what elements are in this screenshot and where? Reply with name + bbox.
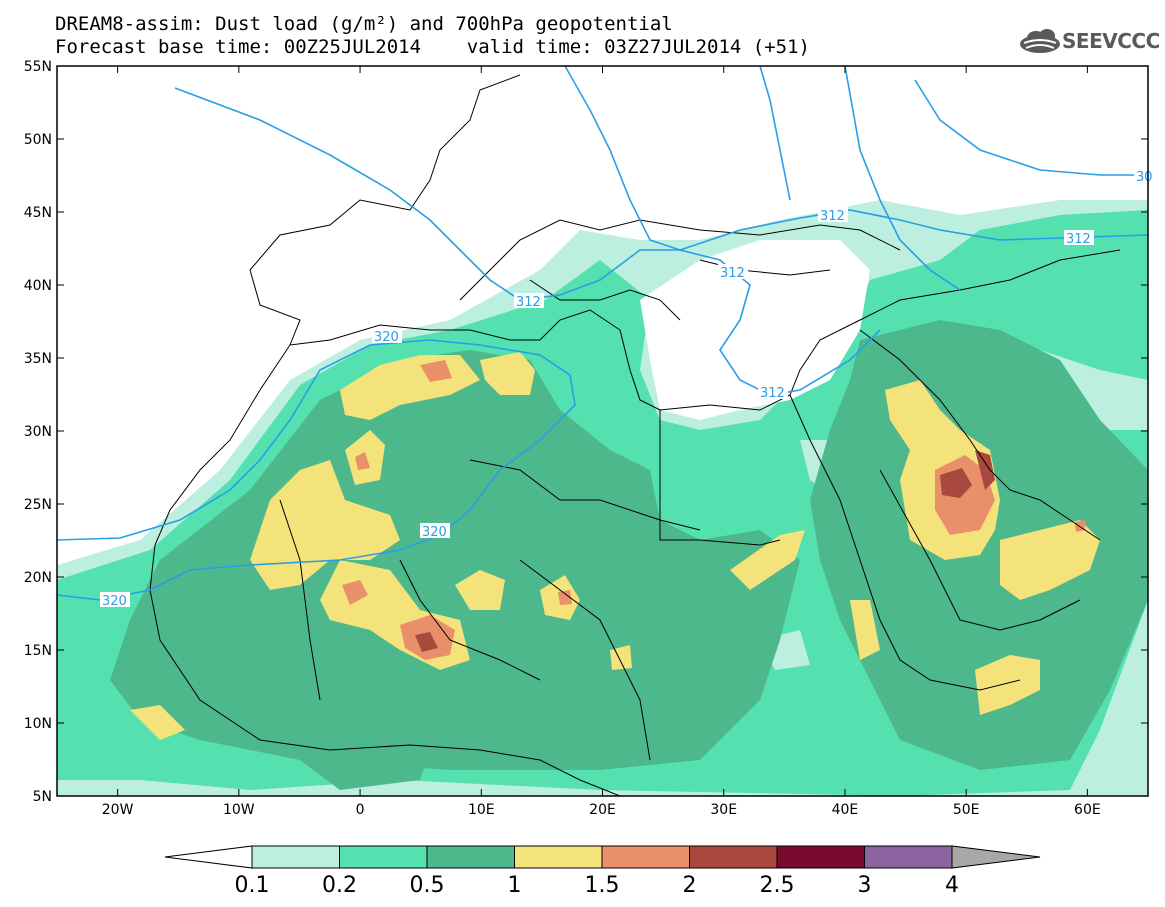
contour-label: 312 [718, 264, 748, 281]
geopotential-contours [57, 66, 1148, 601]
lon-tick-label: 0 [356, 802, 365, 818]
lat-tick-label: 45N [24, 205, 52, 221]
colorbar-swatch [776, 845, 865, 869]
svg-text:312: 312 [1066, 232, 1091, 247]
lon-tick-label: 10E [468, 802, 495, 818]
colorbar-swatch [426, 845, 515, 869]
contour-label: 312 [514, 293, 544, 310]
lat-tick-label: 55N [24, 59, 52, 75]
lat-tick-label: 20N [24, 570, 52, 586]
lat-tick-label: 40N [24, 278, 52, 294]
cloud-icon [1020, 29, 1060, 53]
colorbar-low-arrow [164, 845, 253, 869]
contour-label: 30 [1134, 168, 1153, 185]
colorbar-swatch [601, 845, 690, 869]
svg-text:312: 312 [720, 266, 745, 281]
colorbar-swatch [864, 845, 953, 869]
lon-axis: 20W 10W 0 10E 20E 30E 40E 50E 60E [102, 66, 1101, 818]
lat-tick-label: 50N [24, 132, 52, 148]
lat-tick-label: 5N [33, 789, 52, 805]
lon-tick-label: 20E [589, 802, 616, 818]
contour-label: 312 [1064, 230, 1094, 247]
contour-label: 320 [372, 328, 402, 345]
contour-label: 312 [818, 207, 848, 224]
svg-text:320: 320 [102, 594, 127, 609]
colorbar-swatch [339, 845, 428, 869]
contour-labels: 320 320 320 312 312 312 312 312 30 [100, 168, 1153, 609]
colorbar-high-arrow [951, 845, 1041, 869]
colorbar-swatch [251, 845, 340, 869]
lat-tick-label: 35N [24, 351, 52, 367]
colorbar-swatch [514, 845, 603, 869]
dust-field [57, 66, 1148, 796]
lat-tick-label: 25N [24, 497, 52, 513]
colorbar-label: 0.5 [410, 873, 445, 898]
colorbar-label: 3 [858, 873, 872, 898]
colorbar: 0.1 0.2 0.5 1 1.5 2 2.5 3 4 [164, 845, 1041, 898]
svg-text:30: 30 [1136, 170, 1153, 185]
colorbar-label: 1 [508, 873, 522, 898]
colorbar-label: 4 [945, 873, 959, 898]
contour-label: 320 [100, 592, 130, 609]
colorbar-swatch [689, 845, 778, 869]
colorbar-label: 2.5 [760, 873, 795, 898]
lat-tick-label: 30N [24, 424, 52, 440]
svg-text:320: 320 [422, 525, 447, 540]
contour-label: 320 [420, 523, 450, 540]
svg-text:320: 320 [374, 330, 399, 345]
map-title: DREAM8-assim: Dust load (g/m²) and 700hP… [55, 13, 673, 35]
lon-tick-label: 50E [953, 802, 980, 818]
lon-tick-label: 30E [710, 802, 737, 818]
svg-text:312: 312 [760, 386, 785, 401]
lon-tick-label: 60E [1074, 802, 1101, 818]
lat-axis: 55N 50N 45N 40N 35N 30N 25N 20N 15N 10N 5N [24, 59, 1148, 805]
lat-tick-label: 10N [24, 716, 52, 732]
colorbar-label: 0.2 [322, 873, 357, 898]
contour-label: 312 [758, 384, 788, 401]
forecast-time-line: Forecast base time: 00Z25JUL2014 valid t… [55, 36, 810, 58]
logo-text: SEEVCCC [1062, 29, 1160, 53]
lon-tick-label: 40E [832, 802, 859, 818]
lon-tick-label: 10W [223, 802, 255, 818]
svg-text:312: 312 [820, 209, 845, 224]
colorbar-label: 0.1 [235, 873, 270, 898]
lat-tick-label: 15N [24, 643, 52, 659]
svg-text:312: 312 [516, 295, 541, 310]
colorbar-label: 2 [683, 873, 697, 898]
colorbar-label: 1.5 [585, 873, 620, 898]
lon-tick-label: 20W [102, 802, 134, 818]
